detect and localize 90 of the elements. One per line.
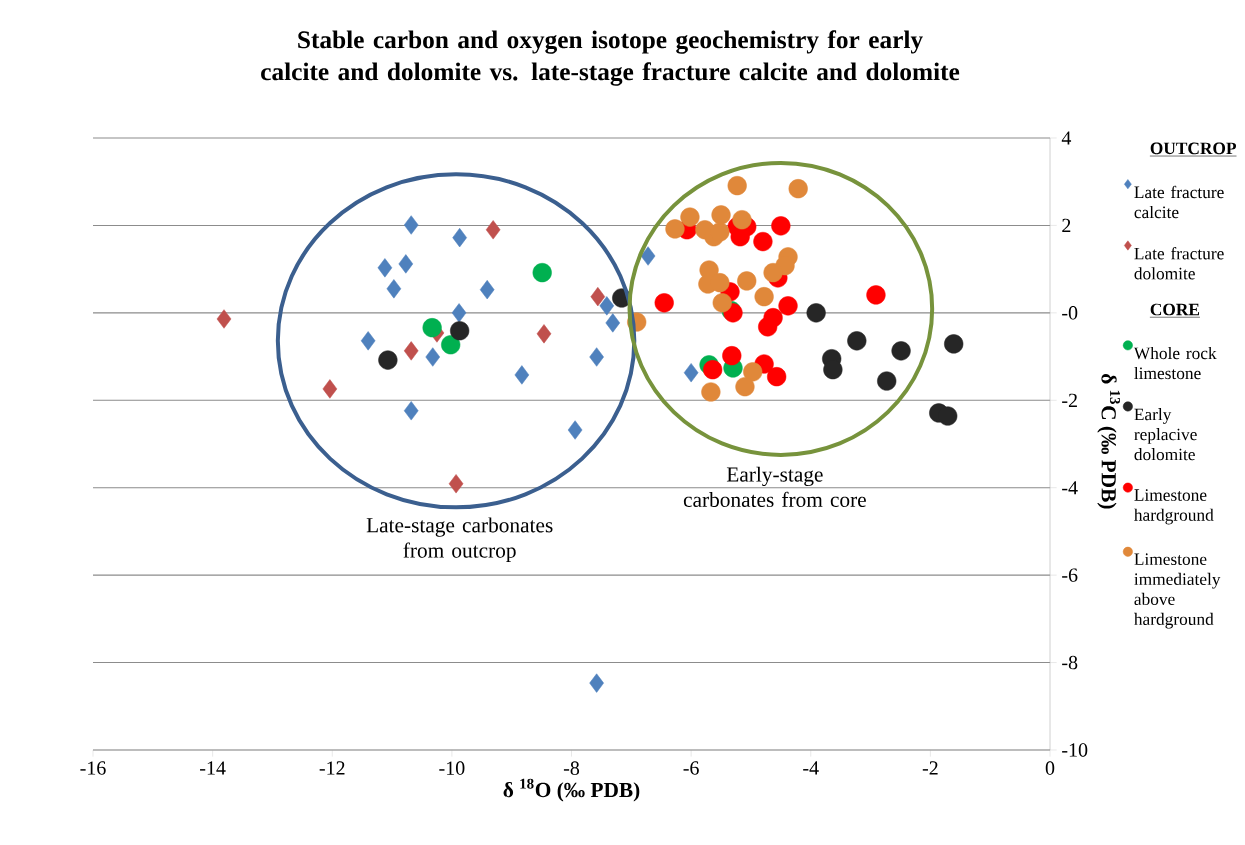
point (771, 216, 791, 236)
x-tick-label: -10 (439, 761, 465, 775)
point (788, 179, 808, 199)
point (386, 279, 402, 299)
point (589, 673, 604, 693)
annotation: Early-stage carbonates from core (683, 466, 866, 507)
point (514, 365, 530, 385)
point (654, 293, 674, 313)
point (754, 287, 774, 307)
point (711, 205, 731, 225)
legend-label: Early replacive dolomite (1134, 408, 1197, 461)
point (398, 254, 414, 274)
point (823, 360, 843, 380)
point (403, 341, 419, 361)
y-tick-label: -0 (1062, 306, 1078, 320)
point (737, 271, 757, 291)
legend-label: Late fracture dolomite (1134, 247, 1224, 280)
point (758, 317, 778, 337)
point (448, 474, 464, 494)
point (425, 347, 441, 367)
x-tick-label: -16 (80, 761, 106, 775)
point (567, 420, 583, 440)
point (735, 377, 755, 397)
point (479, 280, 495, 300)
point (806, 303, 826, 323)
point (891, 341, 911, 361)
point (722, 346, 742, 366)
point (599, 296, 615, 316)
point (360, 331, 376, 351)
y-tick-label: 4 (1061, 131, 1072, 145)
point (450, 321, 470, 341)
y-tick-label: -2 (1062, 393, 1077, 407)
point (590, 287, 606, 307)
y-tick-label: -6 (1062, 568, 1078, 582)
x-tick-label: 0 (1045, 761, 1055, 775)
point (866, 285, 886, 305)
x-tick-label: -12 (319, 761, 345, 775)
legend-label: Limestone immediately above hardground (1134, 553, 1221, 629)
text: OUTCROP (1150, 142, 1237, 155)
point (767, 367, 787, 387)
text: CORE (1150, 303, 1200, 316)
point (710, 222, 730, 242)
point (532, 263, 552, 283)
point (485, 220, 501, 240)
point (605, 313, 621, 333)
point (763, 263, 783, 283)
x-tick-label: -2 (922, 761, 938, 775)
x-tick-label: -14 (200, 761, 226, 775)
point (403, 215, 419, 235)
point (680, 207, 700, 227)
annotation: Late-stage carbonates from outcrop (366, 517, 553, 563)
point (665, 219, 685, 239)
x-tick-label: -4 (803, 761, 819, 775)
point (703, 360, 723, 380)
point (377, 258, 393, 278)
x-tick-label: -8 (563, 761, 580, 775)
point (378, 350, 398, 370)
point (441, 335, 461, 355)
point (743, 362, 763, 382)
point (753, 231, 773, 252)
point (216, 309, 232, 329)
y-tick-label: -4 (1062, 481, 1078, 495)
point (452, 228, 467, 248)
point (938, 406, 958, 426)
point (732, 210, 752, 230)
point (877, 371, 897, 391)
point (701, 382, 721, 402)
x-tick-label: -6 (683, 761, 699, 775)
legend-label: Late fracture calcite (1134, 185, 1224, 219)
point (589, 347, 604, 367)
legend-label: Whole rock limestone (1133, 346, 1217, 380)
point (727, 176, 747, 196)
y-tick-label: -8 (1062, 655, 1078, 670)
legend-label: Limestone hardground (1134, 489, 1214, 525)
point (944, 334, 964, 354)
point (422, 318, 442, 338)
point (778, 296, 798, 316)
point (403, 401, 419, 421)
chart-title: Stable carbon and oxygen isotope geochemistry for early calcite and dolomite vs. late-stage fracture calcite and dolomite (261, 30, 960, 86)
point (640, 246, 656, 266)
y-axis-title: δ $^{13}$C (‰ PDB) (1097, 373, 1120, 509)
y-tick-label: -10 (1062, 743, 1088, 757)
point (683, 363, 699, 383)
y-tick-label: 2 (1062, 218, 1071, 233)
point (847, 331, 867, 351)
point (322, 379, 338, 399)
x-axis-title: δ $^{18}$O (‰ PDB) (503, 778, 640, 802)
point (712, 293, 732, 313)
point (536, 324, 552, 344)
point (451, 303, 467, 323)
